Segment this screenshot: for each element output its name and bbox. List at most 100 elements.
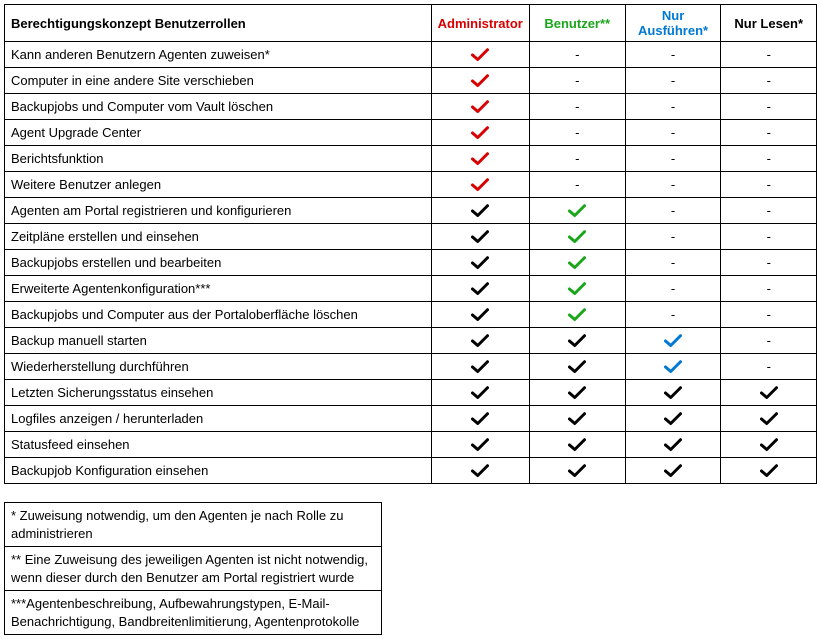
dash-icon: - [671,255,675,270]
perm-cell: - [625,146,721,172]
check-icon [760,412,778,426]
check-icon [471,438,489,452]
perm-cell [625,458,721,484]
footnote-row: * Zuweisung notwendig, um den Agenten je… [5,503,382,547]
dash-icon: - [671,151,675,166]
dash-icon: - [767,203,771,218]
perm-cell: - [721,94,817,120]
perm-cell: - [625,94,721,120]
dash-icon: - [767,359,771,374]
check-icon [471,204,489,218]
perm-cell: - [721,354,817,380]
perm-cell [431,432,529,458]
table-row: Computer in eine andere Site verschieben… [5,68,817,94]
perm-cell [529,406,625,432]
check-icon [471,256,489,270]
perm-cell: - [721,172,817,198]
table-row: Berichtsfunktion - - - [5,146,817,172]
perm-cell [431,68,529,94]
role-label: Benutzer** [544,16,610,31]
check-icon [471,282,489,296]
perm-cell [721,380,817,406]
perm-cell [529,354,625,380]
feature-label: Logfiles anzeigen / herunterladen [5,406,432,432]
perm-cell: - [625,42,721,68]
perm-cell: - [625,250,721,276]
perm-cell: - [625,224,721,250]
check-icon [568,438,586,452]
check-icon [568,230,586,244]
feature-label: Agenten am Portal registrieren und konfi… [5,198,432,224]
dash-icon: - [671,73,675,88]
perm-cell [721,432,817,458]
perm-cell [529,224,625,250]
dash-icon: - [575,177,579,192]
dash-icon: - [767,47,771,62]
feature-label: Wiederherstellung durchführen [5,354,432,380]
check-icon [471,386,489,400]
check-icon [471,334,489,348]
check-icon [568,256,586,270]
dash-icon: - [767,73,771,88]
perm-cell: - [529,120,625,146]
perm-cell: - [721,120,817,146]
dash-icon: - [767,99,771,114]
perm-cell [625,328,721,354]
perm-cell [431,458,529,484]
check-icon [471,230,489,244]
check-icon [568,204,586,218]
table-row: Agenten am Portal registrieren und konfi… [5,198,817,224]
table-row: Statusfeed einsehen [5,432,817,458]
dash-icon: - [671,125,675,140]
perm-cell: - [721,198,817,224]
feature-label: Backupjobs und Computer vom Vault lösche… [5,94,432,120]
footnote-row: ***Agentenbeschreibung, Aufbewahrungstyp… [5,591,382,635]
check-icon [664,464,682,478]
permissions-table: Berechtigungskonzept Benutzerrollen Admi… [4,4,817,484]
perm-cell [529,198,625,224]
table-row: Backupjob Konfiguration einsehen [5,458,817,484]
perm-cell [529,328,625,354]
perm-cell [721,406,817,432]
check-icon [471,360,489,374]
perm-cell [431,250,529,276]
feature-label: Statusfeed einsehen [5,432,432,458]
feature-label: Letzten Sicherungsstatus einsehen [5,380,432,406]
dash-icon: - [671,203,675,218]
perm-cell: - [721,42,817,68]
perm-cell [625,432,721,458]
perm-cell [529,432,625,458]
dash-icon: - [575,99,579,114]
feature-label: Backupjobs erstellen und bearbeiten [5,250,432,276]
perm-cell: - [721,146,817,172]
perm-cell: - [625,302,721,328]
dash-icon: - [671,47,675,62]
feature-label: Erweiterte Agentenkonfiguration*** [5,276,432,302]
perm-cell: - [529,42,625,68]
dash-icon: - [575,125,579,140]
dash-icon: - [671,177,675,192]
perm-cell: - [529,146,625,172]
table-row: Backup manuell starten- [5,328,817,354]
check-icon [471,178,489,192]
dash-icon: - [767,307,771,322]
check-icon [664,412,682,426]
dash-icon: - [671,99,675,114]
dash-icon: - [767,125,771,140]
check-icon [471,308,489,322]
role-label: Administrator [438,16,523,31]
perm-cell [625,354,721,380]
feature-label: Weitere Benutzer anlegen [5,172,432,198]
perm-cell: - [529,94,625,120]
table-row: Letzten Sicherungsstatus einsehen [5,380,817,406]
perm-cell [431,276,529,302]
dash-icon: - [767,255,771,270]
table-row: Backupjobs und Computer vom Vault lösche… [5,94,817,120]
perm-cell [431,224,529,250]
perm-cell [431,94,529,120]
feature-label: Berichtsfunktion [5,146,432,172]
check-icon [471,464,489,478]
perm-cell [625,380,721,406]
check-icon [664,386,682,400]
table-row: Kann anderen Benutzern Agenten zuweisen*… [5,42,817,68]
